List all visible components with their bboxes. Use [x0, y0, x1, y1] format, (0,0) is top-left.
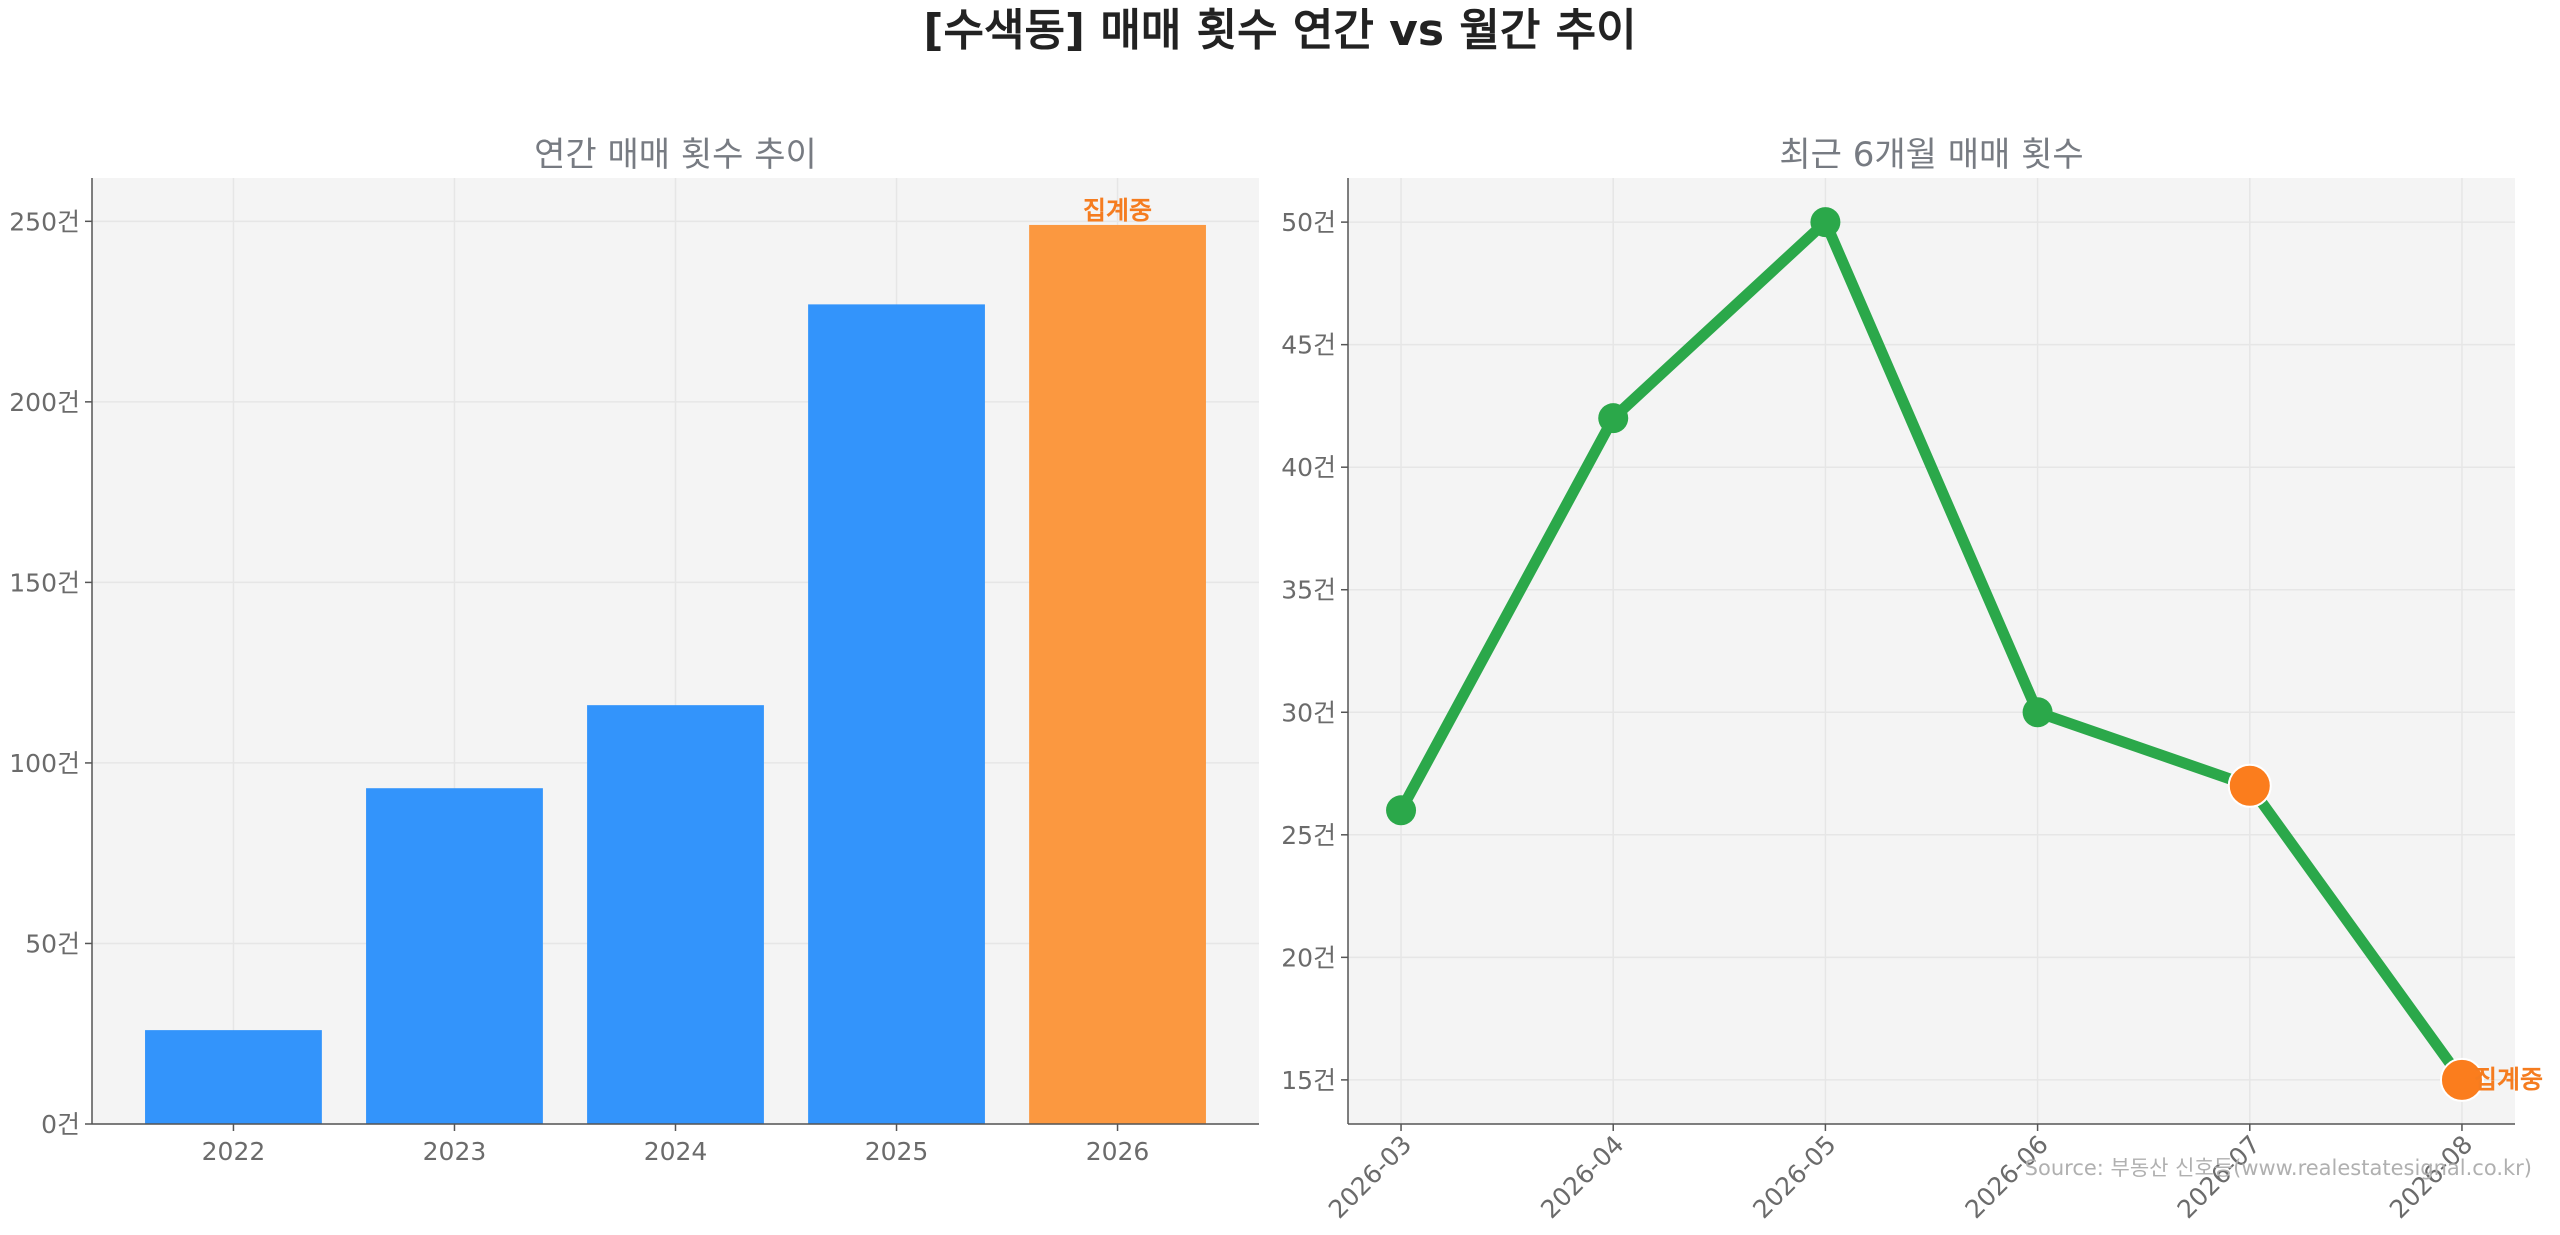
- annual-bar-chart: 집계중 0건 50건 100건 150건 200건 250건 2022 2023 2024 202…: [9, 135, 1259, 1166]
- annual-annotation-label: 집계중: [1083, 196, 1152, 225]
- monthly-y-tick-label: 20건: [1281, 943, 1336, 972]
- annual-y-tick-label: 200건: [9, 388, 80, 417]
- point-2026-08: [2439, 1057, 2484, 1102]
- monthly-x-tick-label: 2026-05: [1747, 1130, 1841, 1224]
- monthly-x-tick-label: 2026-04: [1535, 1130, 1629, 1224]
- bar-2024: [587, 705, 764, 1124]
- annual-bars: 집계중: [145, 196, 1206, 1125]
- monthly-y-tick-label: 30건: [1281, 698, 1336, 727]
- point-2026-03: [1386, 795, 1417, 826]
- monthly-y-tick-label: 15건: [1281, 1066, 1336, 1095]
- annual-tick-labels: 0건 50건 100건 150건 200건 250건 2022 2023 2024 2025 202…: [9, 207, 1149, 1166]
- annual-y-tick-label: 0건: [41, 1110, 80, 1139]
- monthly-grid: [1348, 178, 2515, 1124]
- annual-y-tick-label: 150건: [9, 568, 80, 597]
- point-2026-05: [1810, 207, 1841, 238]
- monthly-y-tick-label: 35건: [1281, 576, 1336, 605]
- bar-2023: [366, 788, 543, 1124]
- monthly-x-tick-label: 2026-03: [1323, 1130, 1417, 1224]
- monthly-y-tick-label: 50건: [1281, 208, 1336, 237]
- monthly-y-tick-label: 25건: [1281, 821, 1336, 850]
- point-2026-07: [2227, 763, 2272, 808]
- monthly-chart-title: 최근 6개월 매매 횟수: [1779, 135, 2083, 175]
- annual-y-tick-label: 50건: [25, 929, 80, 958]
- source-note: Source: 부동산 신호등(www.realestatesignal.co.…: [2024, 1156, 2532, 1180]
- monthly-axes: [1347, 178, 2515, 1125]
- monthly-series: 집계중: [1386, 207, 2543, 1102]
- monthly-annotation-label: 집계중: [2474, 1065, 2543, 1094]
- monthly-y-tick-label: 40건: [1281, 453, 1336, 482]
- monthly-plot-area: [1348, 178, 2515, 1124]
- annual-x-tick-label: 2026: [1086, 1137, 1150, 1166]
- annual-x-tick-label: 2025: [865, 1137, 929, 1166]
- annual-x-tick-label: 2023: [423, 1137, 487, 1166]
- bar-2022: [145, 1030, 322, 1124]
- bar-2025: [808, 304, 985, 1125]
- chart-title: [수색동] 매매 횟수 연간 vs 월간 추이: [923, 5, 1637, 56]
- monthly-line-chart: 집계중 15건 20건 25건 30건 35건 40건 45건 50건 2026-03 2026-…: [1281, 135, 2543, 1224]
- monthly-series-line: [1395, 216, 2468, 1086]
- point-2026-04: [1598, 403, 1629, 434]
- point-2026-06: [2022, 697, 2053, 728]
- annual-y-tick-label: 250건: [9, 207, 80, 236]
- annual-chart-title: 연간 매매 횟수 추이: [534, 135, 817, 175]
- annual-x-tick-label: 2022: [202, 1137, 266, 1166]
- annual-y-tick-label: 100건: [9, 749, 80, 778]
- monthly-y-tick-label: 45건: [1281, 331, 1336, 360]
- annual-x-tick-label: 2024: [644, 1137, 708, 1166]
- bar-2026: [1029, 224, 1206, 1124]
